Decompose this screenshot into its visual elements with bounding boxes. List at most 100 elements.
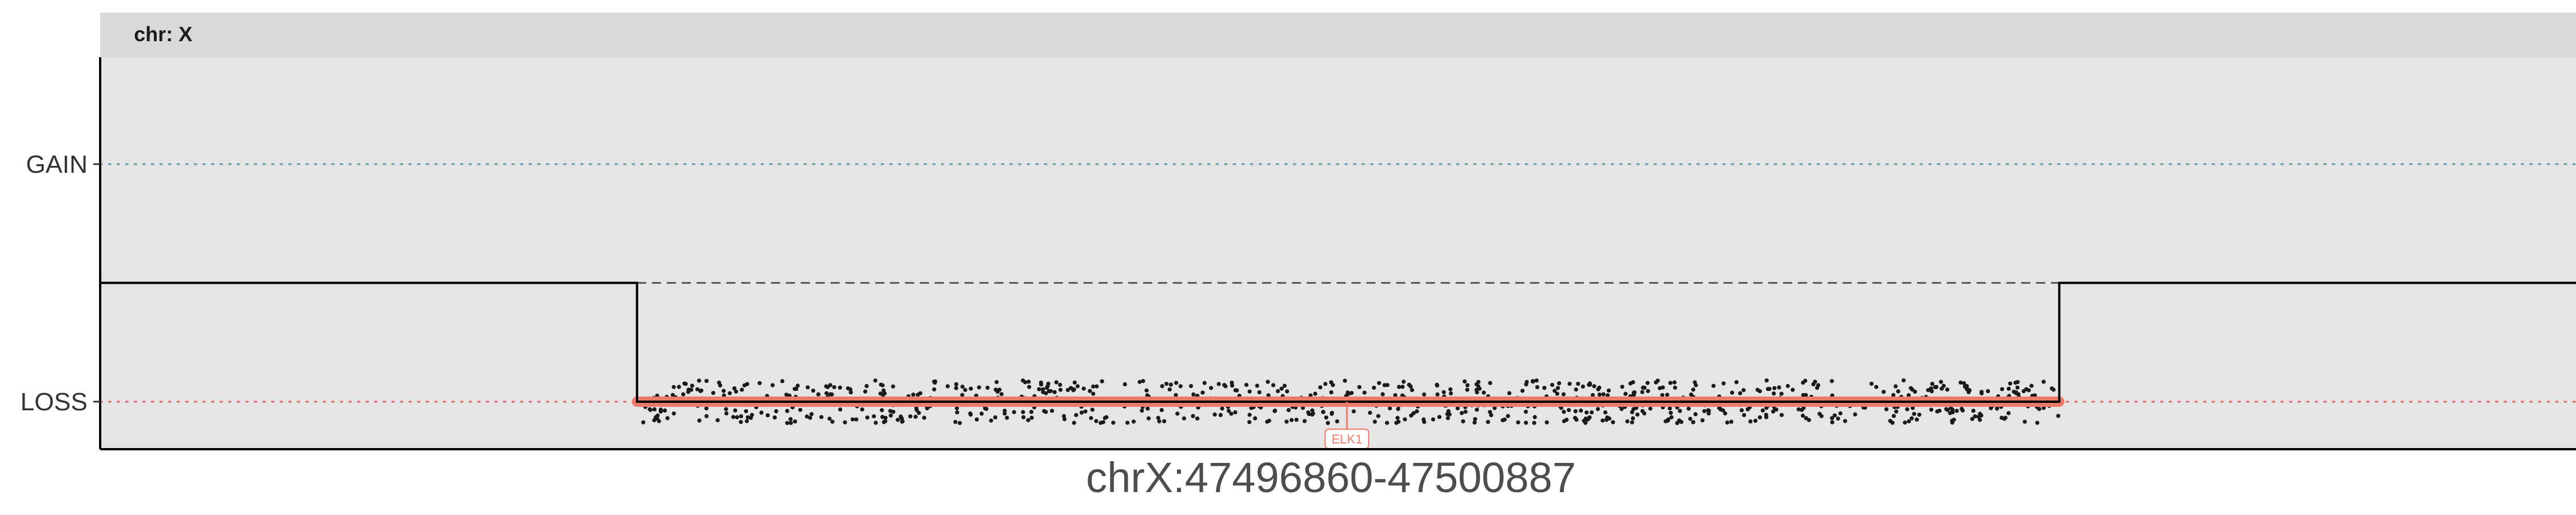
data-point — [1488, 381, 1492, 385]
data-point — [837, 385, 843, 390]
data-point — [1393, 393, 1398, 398]
data-point — [873, 378, 878, 383]
data-point — [1335, 419, 1340, 423]
data-point — [1329, 390, 1334, 395]
data-point — [1397, 385, 1401, 389]
data-point — [1764, 378, 1769, 383]
data-point — [1524, 421, 1528, 425]
data-point — [865, 415, 870, 420]
data-point — [1071, 388, 1076, 393]
data-point — [1125, 421, 1130, 425]
data-point — [722, 393, 726, 398]
data-point — [969, 386, 973, 391]
data-point — [1362, 390, 1367, 395]
data-point — [888, 413, 893, 418]
data-point — [1005, 415, 1009, 420]
data-point — [1777, 385, 1781, 390]
data-point — [1917, 413, 1922, 417]
data-point — [704, 379, 709, 383]
data-point — [1630, 410, 1634, 414]
data-point — [1574, 387, 1578, 392]
data-point — [824, 391, 829, 395]
data-point — [1492, 406, 1497, 410]
data-point — [1137, 379, 1142, 385]
data-point — [1275, 389, 1280, 394]
data-point — [1164, 382, 1169, 386]
copy-number-profile-line — [100, 282, 2576, 403]
data-point — [1725, 420, 1729, 425]
data-point — [1178, 384, 1183, 389]
data-point — [1394, 421, 1398, 425]
data-point — [1216, 382, 1221, 386]
data-point — [1385, 383, 1390, 387]
data-point — [1461, 419, 1465, 423]
data-point — [1587, 382, 1593, 387]
data-point — [1734, 380, 1739, 385]
data-point — [2035, 421, 2040, 425]
data-point — [1323, 382, 1327, 386]
data-point — [1631, 380, 1635, 385]
data-point — [879, 408, 884, 413]
data-point — [1195, 416, 1200, 421]
data-point — [1951, 417, 1956, 422]
data-point — [648, 407, 653, 412]
data-point — [1226, 409, 1231, 413]
data-point — [911, 393, 915, 397]
data-point — [1065, 387, 1070, 393]
data-point — [1091, 384, 1096, 389]
data-point — [1830, 420, 1835, 425]
data-point — [1175, 411, 1180, 416]
data-point — [2029, 383, 2034, 388]
data-point — [1145, 406, 1150, 411]
data-point — [2056, 414, 2061, 418]
data-point — [1630, 420, 1634, 425]
data-point — [883, 415, 888, 420]
data-point — [1377, 381, 1381, 385]
data-point — [993, 415, 998, 420]
data-point — [744, 409, 748, 414]
data-point — [1691, 387, 1696, 392]
data-point — [1890, 421, 1895, 425]
data-point — [1037, 387, 1041, 391]
data-point — [1247, 413, 1252, 417]
data-point — [1691, 419, 1696, 425]
data-point — [1294, 417, 1299, 422]
data-point — [958, 421, 962, 425]
data-point — [1980, 390, 1984, 394]
data-point — [704, 406, 709, 411]
data-point — [1954, 409, 1959, 413]
data-point — [960, 393, 965, 397]
data-point — [963, 387, 967, 393]
data-point — [757, 381, 762, 386]
data-point — [1894, 409, 1899, 414]
y-axis-ticks: GAIN LOSS — [21, 150, 100, 416]
data-point — [1415, 409, 1419, 414]
data-point — [1630, 416, 1635, 421]
data-point — [716, 418, 720, 422]
data-point — [1506, 414, 1510, 418]
data-point — [740, 387, 744, 392]
data-point — [1026, 379, 1031, 384]
data-point — [1721, 408, 1725, 413]
data-point — [2041, 379, 2046, 384]
data-point — [1583, 416, 1588, 421]
data-point — [824, 384, 828, 389]
data-point — [1265, 419, 1270, 424]
data-point — [1104, 415, 1109, 419]
data-point — [1930, 382, 1935, 386]
data-point — [1729, 419, 1734, 424]
data-point — [1342, 378, 1348, 383]
data-point — [1523, 409, 1528, 414]
data-point — [1818, 411, 1822, 416]
data-point — [798, 407, 803, 412]
data-point — [1623, 391, 1628, 396]
data-point — [1589, 410, 1594, 415]
data-point — [1301, 406, 1305, 410]
data-point — [1410, 388, 1415, 393]
data-point — [1279, 386, 1284, 391]
data-point — [1074, 413, 1078, 417]
data-point — [1557, 381, 1562, 386]
data-point — [1422, 392, 1427, 397]
data-point — [1488, 410, 1492, 414]
data-point — [1257, 390, 1262, 395]
